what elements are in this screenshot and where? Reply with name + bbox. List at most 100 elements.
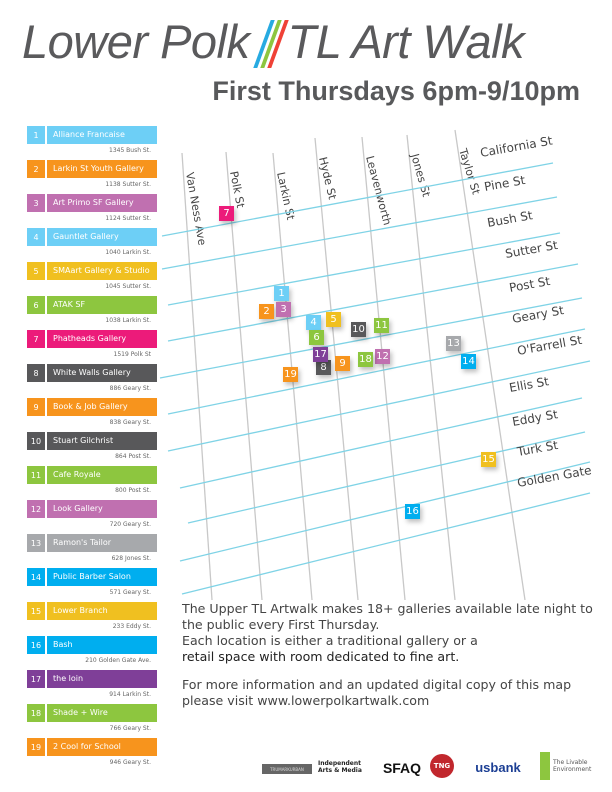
gallery-address: 886 Geary St.: [109, 385, 151, 392]
info-text: The Upper TL Artwalk makes 18+ galleries…: [182, 601, 602, 709]
avenue-line: [406, 134, 456, 600]
gallery-name: Alliance Francaise: [47, 126, 157, 144]
gallery-list-item: 15 Lower Branch 233 Eddy St.: [27, 602, 157, 636]
gallery-list-item: 10 Stuart Gilchrist 864 Post St.: [27, 432, 157, 466]
gallery-number: 18: [27, 704, 45, 722]
gallery-list-item: 13 Ramon's Tailor 628 Jones St.: [27, 534, 157, 568]
street-line: [167, 232, 561, 306]
avenue-line: [454, 129, 526, 600]
map-marker-8: 8: [316, 360, 331, 375]
street-line: [179, 397, 583, 489]
gallery-number: 4: [27, 228, 45, 246]
map-marker-14: 14: [461, 354, 476, 369]
gallery-name: the loin: [47, 670, 157, 688]
sponsor-logo-arts-media: Independent Arts & Media: [318, 760, 362, 774]
street-label: Turk St: [515, 438, 559, 459]
gallery-number: 9: [27, 398, 45, 416]
gallery-name: Shade + Wire: [47, 704, 157, 722]
info-line-2: Each location is either a traditional ga…: [182, 633, 478, 648]
gallery-address: 233 Eddy St.: [112, 623, 151, 630]
gallery-name: Larkin St Youth Gallery: [47, 160, 157, 178]
gallery-row: 3 Art Primo SF Gallery: [27, 194, 157, 212]
subtitle: First Thursdays 6pm-9/10pm: [212, 76, 580, 106]
map-marker-5: 5: [326, 312, 341, 327]
map-marker-4: 4: [306, 315, 321, 330]
gallery-row: 9 Book & Job Gallery: [27, 398, 157, 416]
gallery-address: 766 Geary St.: [109, 725, 151, 732]
gallery-number: 6: [27, 296, 45, 314]
sponsor-logos: TRUMARKURBAN Independent Arts & Media SF…: [262, 752, 607, 782]
gallery-name: Phatheads Gallery: [47, 330, 157, 348]
avenue-line: [225, 151, 263, 600]
gallery-row: 13 Ramon's Tailor: [27, 534, 157, 552]
sponsor-logo-trumark: TRUMARKURBAN: [262, 764, 312, 774]
gallery-address: 800 Post St.: [115, 487, 151, 494]
gallery-number: 17: [27, 670, 45, 688]
gallery-list: 1 Alliance Francaise 1345 Bush St. 2 Larkin …: [27, 126, 157, 772]
gallery-number: 12: [27, 500, 45, 518]
gallery-row: 18 Shade + Wire: [27, 704, 157, 722]
map-marker-13: 13: [446, 336, 461, 351]
street-line: [167, 360, 591, 452]
gallery-name: Public Barber Salon: [47, 568, 157, 586]
gallery-number: 13: [27, 534, 45, 552]
gallery-number: 7: [27, 330, 45, 348]
gallery-row: 4 Gauntlet Gallery: [27, 228, 157, 246]
gallery-name: Art Primo SF Gallery: [47, 194, 157, 212]
gallery-address: 210 Golden Gate Ave.: [85, 657, 151, 664]
map-marker-9: 9: [335, 356, 350, 371]
gallery-name: SMAart Gallery & Studio: [47, 262, 157, 280]
title-right: TL Art Walk: [287, 15, 525, 68]
title-left: Lower Polk: [22, 15, 250, 68]
avenue-line: [361, 136, 406, 600]
map-marker-11: 11: [374, 318, 389, 333]
gallery-address: 914 Larkin St.: [109, 691, 151, 698]
avenue-label: Taylor St: [456, 146, 483, 197]
gallery-row: 8 White Walls Gallery: [27, 364, 157, 382]
gallery-row: 12 Look Gallery: [27, 500, 157, 518]
gallery-name: Gauntlet Gallery: [47, 228, 157, 246]
gallery-address: 1038 Larkin St.: [105, 317, 151, 324]
street-label: Bush St: [486, 208, 534, 230]
street-line: [161, 162, 554, 237]
gallery-list-item: 12 Look Gallery 720 Geary St.: [27, 500, 157, 534]
gallery-name: 2 Cool for School: [47, 738, 157, 756]
gallery-row: 19 2 Cool for School: [27, 738, 157, 756]
gallery-list-item: 11 Cafe Royale 800 Post St.: [27, 466, 157, 500]
gallery-number: 5: [27, 262, 45, 280]
street-label: Golden Gate: [516, 463, 592, 490]
gallery-list-item: 3 Art Primo SF Gallery 1124 Sutter St.: [27, 194, 157, 228]
sponsor-logo-tng: TNG: [430, 754, 454, 778]
gallery-address: 571 Geary St.: [109, 589, 151, 596]
page-title: Lower Polk TL Art Walk: [22, 14, 525, 69]
gallery-address: 1124 Sutter St.: [105, 215, 151, 222]
gallery-number: 16: [27, 636, 45, 654]
gallery-name: White Walls Gallery: [47, 364, 157, 382]
info-line-1: The Upper TL Artwalk makes 18+ galleries…: [182, 601, 593, 632]
gallery-name: Stuart Gilchrist: [47, 432, 157, 450]
gallery-list-item: 9 Book & Job Gallery 838 Geary St.: [27, 398, 157, 432]
gallery-row: 7 Phatheads Gallery: [27, 330, 157, 348]
gallery-list-item: 14 Public Barber Salon 571 Geary St.: [27, 568, 157, 602]
map-marker-1: 1: [274, 286, 289, 301]
map-marker-19: 19: [283, 367, 298, 382]
gallery-list-item: 2 Larkin St Youth Gallery 1138 Sutter St.: [27, 160, 157, 194]
street-label: Post St: [508, 274, 551, 295]
gallery-address: 838 Geary St.: [109, 419, 151, 426]
map-marker-3: 3: [276, 302, 291, 317]
sponsor-logo-sfaq: SFAQ: [382, 760, 422, 776]
gallery-row: 16 Bash: [27, 636, 157, 654]
gallery-address: 946 Geary St.: [109, 759, 151, 766]
gallery-number: 2: [27, 160, 45, 178]
avenue-label: Hyde St: [316, 156, 339, 202]
gallery-row: 11 Cafe Royale: [27, 466, 157, 484]
gallery-number: 3: [27, 194, 45, 212]
map-marker-12: 12: [375, 349, 390, 364]
gallery-row: 5 SMAart Gallery & Studio: [27, 262, 157, 280]
street-label: Pine St: [483, 173, 527, 194]
sponsor-logo-usbank: usbank: [475, 759, 521, 775]
gallery-list-item: 7 Phatheads Gallery 1519 Polk St: [27, 330, 157, 364]
map-marker-15: 15: [481, 452, 496, 467]
gallery-number: 10: [27, 432, 45, 450]
street-map: Van Ness Ave Polk St Larkin St Hyde St Leave…: [159, 129, 593, 600]
